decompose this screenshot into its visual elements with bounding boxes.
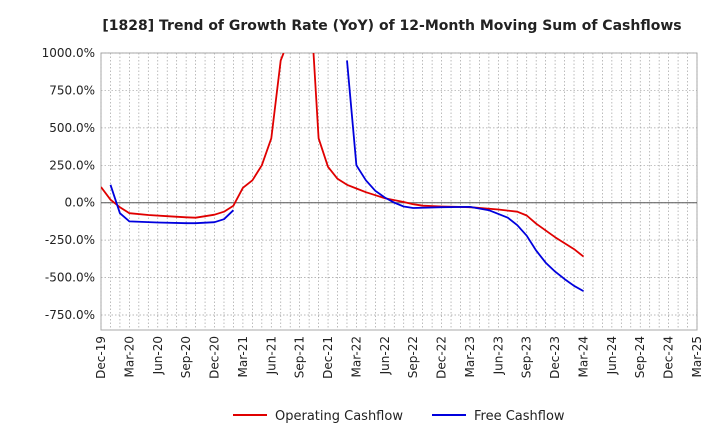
x-tick-label: Sep-24 bbox=[633, 336, 647, 378]
x-tick-label: Sep-21 bbox=[293, 336, 307, 378]
x-tick-label: Jun-20 bbox=[151, 336, 165, 375]
x-tick-label: Jun-24 bbox=[605, 336, 619, 375]
plot-background bbox=[100, 52, 698, 331]
y-axis: 1000.0% 750.0% 500.0% 250.0% 0.0% -250.0% -500… bbox=[42, 46, 95, 322]
x-tick-label: Sep-22 bbox=[406, 336, 420, 378]
plot-area bbox=[100, 52, 698, 331]
x-tick-label: Jun-22 bbox=[378, 336, 392, 375]
operating-cashflow-line-segment-1 bbox=[101, 53, 285, 219]
x-tick-label: Dec-21 bbox=[321, 336, 335, 379]
y-tick-label: 250.0% bbox=[49, 158, 95, 172]
y-tick-label: 1000.0% bbox=[42, 46, 95, 60]
x-tick-label: Dec-19 bbox=[94, 336, 108, 379]
x-tick-label: Mar-25 bbox=[690, 336, 704, 377]
y-tick-label: -750.0% bbox=[45, 308, 95, 322]
x-tick-label: Dec-23 bbox=[548, 336, 562, 379]
x-tick-label: Mar-20 bbox=[122, 336, 136, 377]
y-tick-label: -500.0% bbox=[45, 271, 95, 285]
chart-title: [1828] Trend of Growth Rate (YoY) of 12-… bbox=[102, 18, 681, 34]
free-cashflow-line-segment-2 bbox=[346, 60, 584, 292]
x-tick-label: Sep-20 bbox=[179, 336, 193, 378]
x-tick-label: Dec-22 bbox=[435, 336, 449, 379]
x-tick-label: Dec-20 bbox=[208, 336, 222, 379]
y-tick-label: 500.0% bbox=[49, 121, 95, 135]
free-cashflow-legend-label: Free Cashflow bbox=[474, 409, 565, 424]
x-tick-label: Mar-23 bbox=[463, 336, 477, 377]
x-axis: Dec-19 Mar-20 Jun-20 Sep-20 Dec-20 Mar-21 Jun-… bbox=[94, 336, 704, 379]
x-tick-label: Mar-22 bbox=[349, 336, 363, 377]
x-tick-label: Dec-24 bbox=[662, 336, 676, 379]
y-tick-label: 0.0% bbox=[65, 196, 96, 210]
free-cashflow-line-segment-1 bbox=[109, 184, 235, 225]
operating-cashflow-line-segment-2 bbox=[312, 53, 585, 258]
y-tick-label: -250.0% bbox=[45, 233, 95, 247]
y-tick-label: 750.0% bbox=[49, 83, 95, 97]
operating-cashflow-legend-label: Operating Cashflow bbox=[275, 409, 403, 424]
x-tick-label: Jun-21 bbox=[264, 336, 278, 375]
x-tick-label: Mar-21 bbox=[236, 336, 250, 377]
series-layer bbox=[101, 53, 585, 292]
x-tick-label: Sep-23 bbox=[520, 336, 534, 378]
x-tick-label: Jun-23 bbox=[491, 336, 505, 375]
legend: Operating Cashflow Free Cashflow bbox=[233, 409, 565, 424]
x-tick-label: Mar-24 bbox=[577, 336, 591, 377]
